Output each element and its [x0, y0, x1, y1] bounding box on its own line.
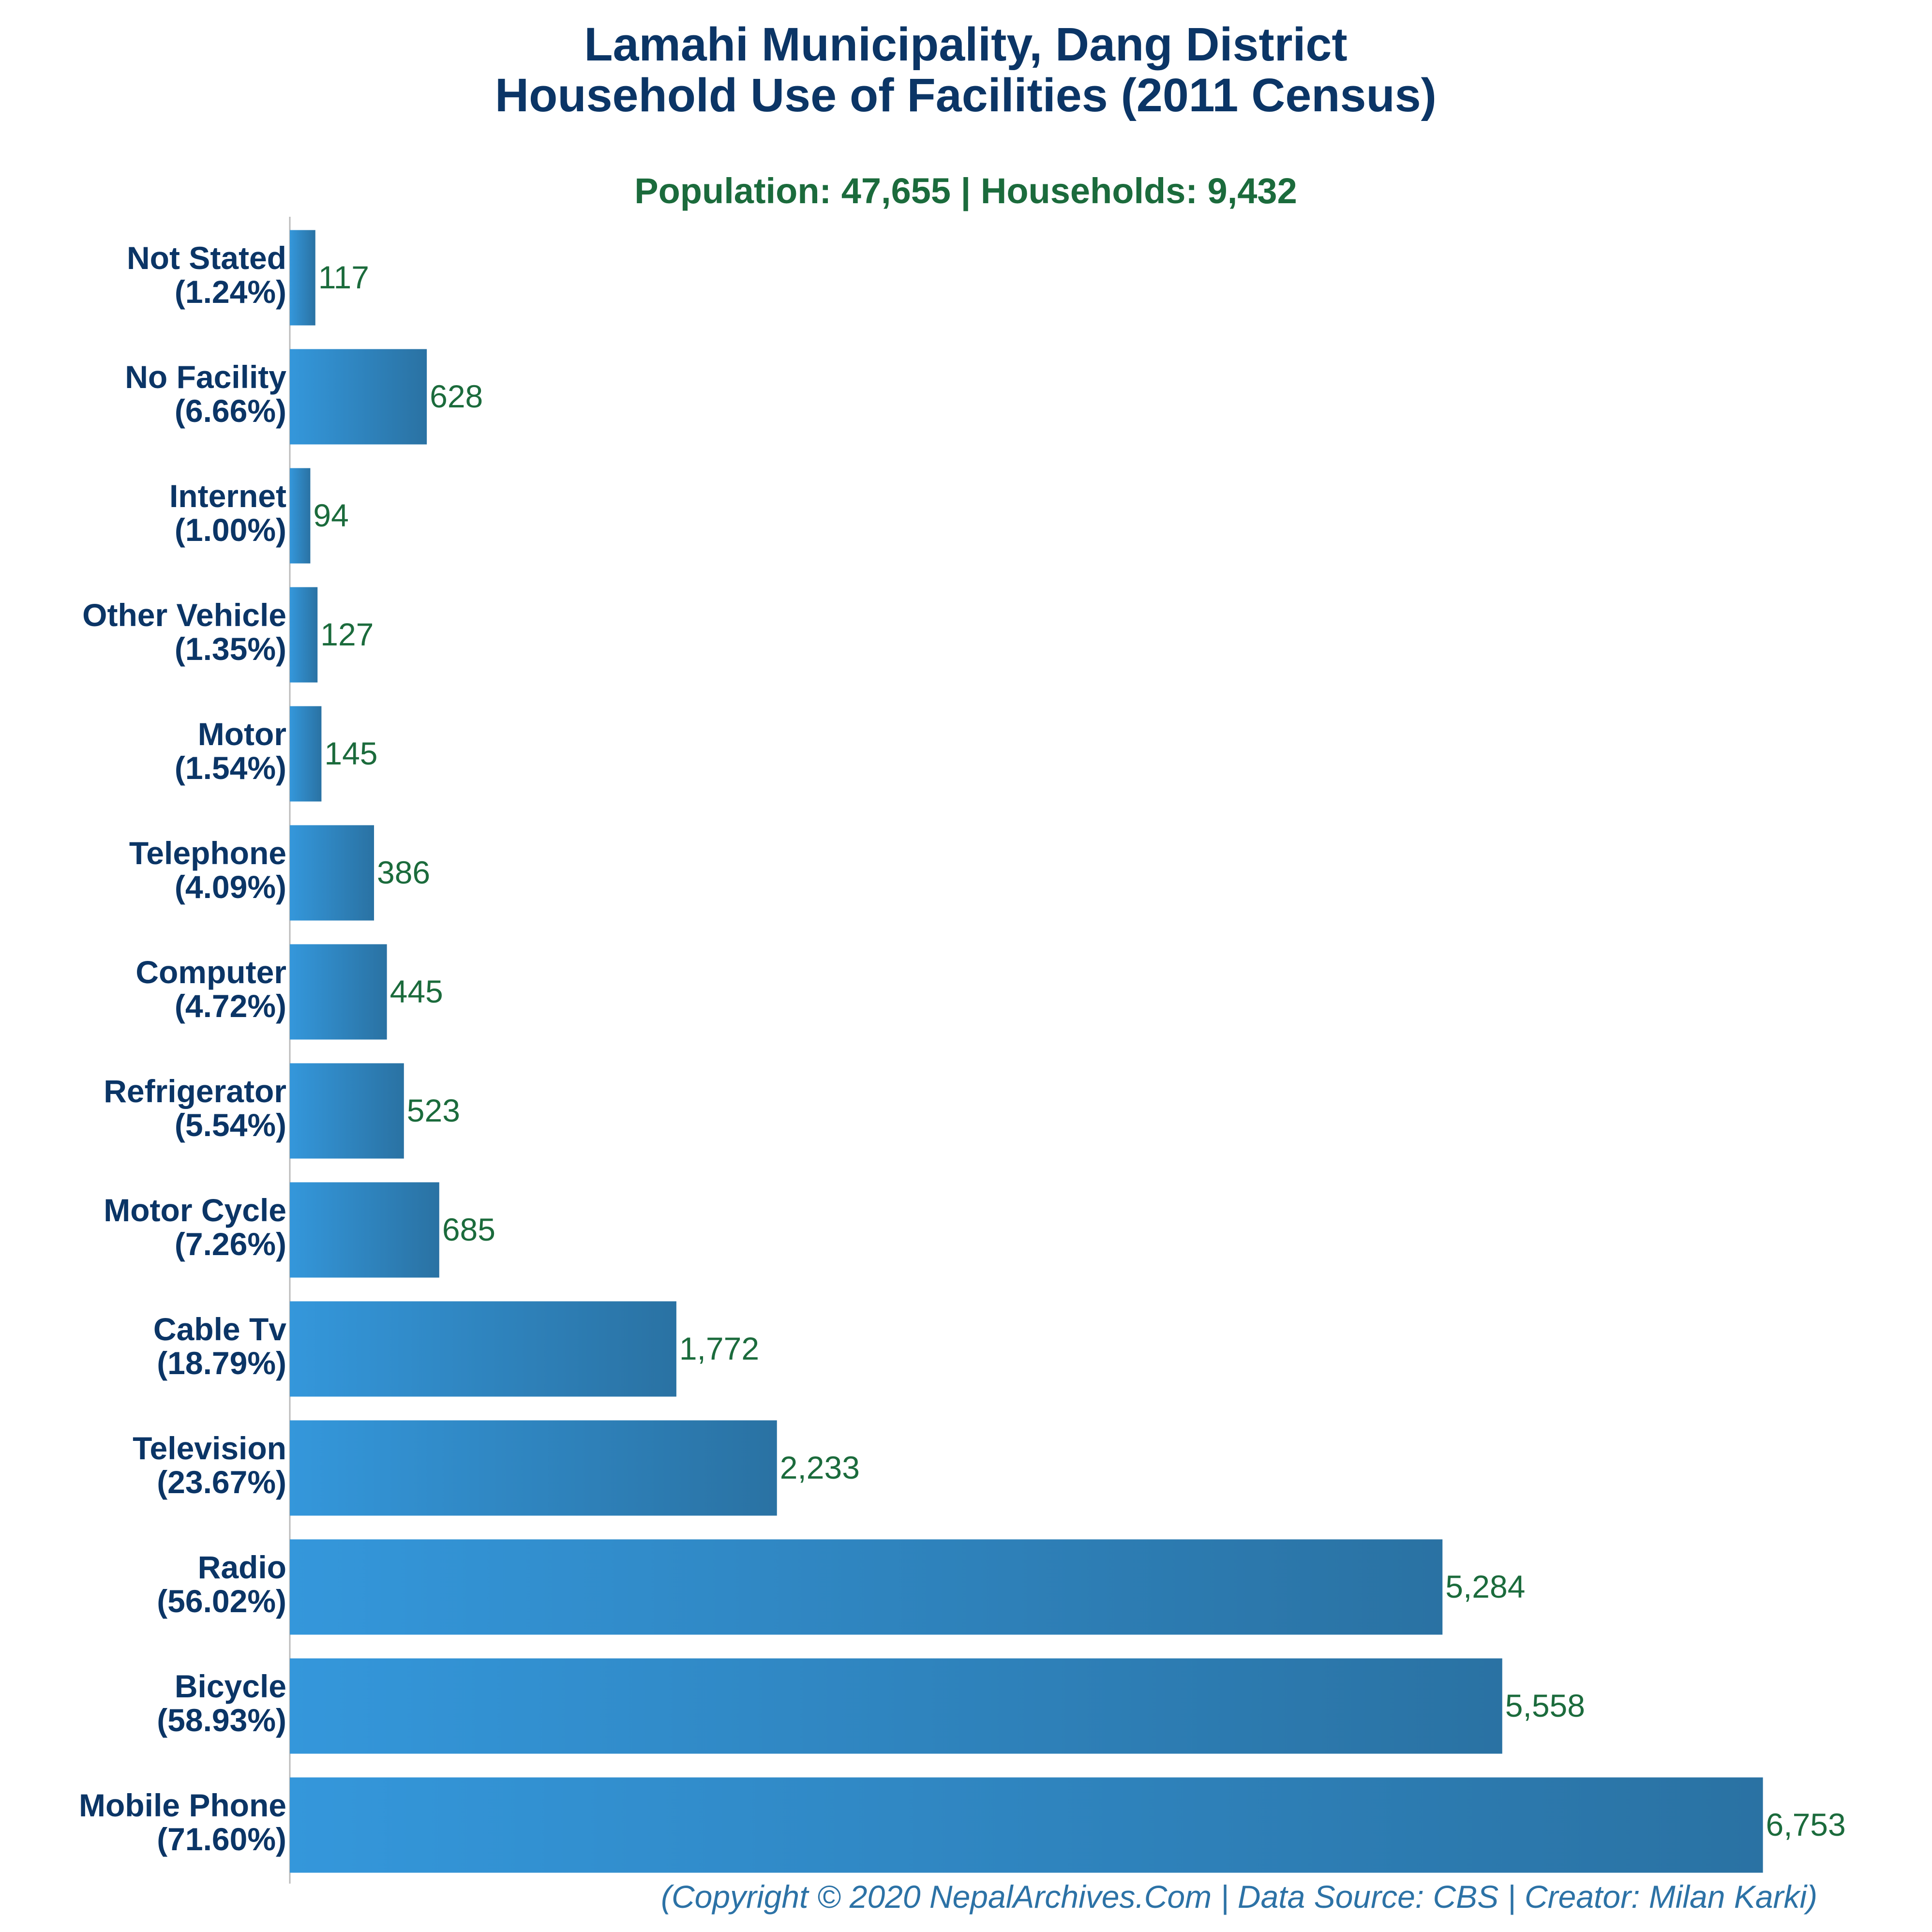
category-label-computer: Computer: [135, 954, 286, 990]
category-label-refrigerator: Refrigerator: [104, 1073, 286, 1109]
value-label-not-stated: 117: [318, 259, 369, 295]
percent-label-bicycle: (58.93%): [157, 1702, 286, 1738]
category-label-internet: Internet: [169, 478, 286, 514]
value-label-telephone: 386: [377, 854, 430, 890]
percent-label-not-stated: (1.24%): [175, 274, 286, 310]
value-label-motor: 145: [324, 735, 377, 771]
value-label-bicycle: 5,558: [1505, 1688, 1585, 1723]
percent-label-no-facility: (6.66%): [175, 393, 286, 429]
value-label-cable-tv: 1,772: [679, 1331, 759, 1366]
chart-title-line-1: Lamahi Municipality, Dang District: [584, 18, 1347, 71]
category-label-mobile-phone: Mobile Phone: [79, 1787, 286, 1823]
bar-no-facility: [290, 349, 427, 445]
value-label-motor-cycle: 685: [442, 1212, 495, 1247]
bar-not-stated: [290, 230, 315, 326]
bar-internet: [290, 468, 311, 564]
chart-subtitle: Population: 47,655 | Households: 9,432: [634, 171, 1297, 211]
percent-label-telephone: (4.09%): [175, 869, 286, 905]
bar-television: [290, 1420, 777, 1516]
bar-other-vehicle: [290, 587, 318, 683]
percent-label-other-vehicle: (1.35%): [175, 631, 286, 667]
value-label-no-facility: 628: [430, 378, 483, 414]
value-label-other-vehicle: 127: [320, 616, 374, 652]
chart-footer-credit: (Copyright © 2020 NepalArchives.Com | Da…: [661, 1879, 1817, 1916]
bars-layer: [290, 230, 1763, 1873]
value-label-computer: 445: [390, 973, 443, 1009]
percent-label-motor: (1.54%): [175, 750, 286, 786]
category-label-other-vehicle: Other Vehicle: [82, 597, 286, 633]
percent-label-refrigerator: (5.54%): [175, 1107, 286, 1143]
category-label-bicycle: Bicycle: [175, 1668, 286, 1704]
category-label-cable-tv: Cable Tv: [153, 1311, 286, 1347]
bar-refrigerator: [290, 1063, 404, 1159]
bar-mobile-phone: [290, 1777, 1763, 1873]
value-labels: 117 628 94 127 145 386 445 523 685 1,772 2,233 5,28…: [313, 259, 1845, 1842]
category-labels: Not Stated(1.24%) No Facility(6.66%) Inter…: [79, 240, 286, 1857]
category-label-no-facility: No Facility: [125, 359, 286, 395]
value-label-radio: 5,284: [1445, 1569, 1525, 1604]
percent-label-internet: (1.00%): [175, 512, 286, 548]
bar-motor: [290, 706, 322, 802]
value-label-refrigerator: 523: [407, 1093, 460, 1128]
percent-label-mobile-phone: (71.60%): [157, 1821, 286, 1857]
bar-telephone: [290, 825, 374, 921]
category-label-motor: Motor: [198, 716, 286, 752]
percent-label-computer: (4.72%): [175, 988, 286, 1024]
category-label-telephone: Telephone: [129, 835, 286, 871]
percent-label-television: (23.67%): [157, 1464, 286, 1500]
chart-title-line-2: Household Use of Facilities (2011 Census…: [495, 69, 1437, 121]
category-label-radio: Radio: [198, 1549, 286, 1585]
category-label-television: Television: [133, 1430, 286, 1466]
bar-computer: [290, 944, 387, 1040]
value-label-internet: 94: [313, 497, 348, 533]
bar-radio: [290, 1539, 1443, 1635]
value-label-mobile-phone: 6,753: [1766, 1807, 1846, 1842]
bar-cable-tv: [290, 1301, 676, 1397]
bar-motor-cycle: [290, 1182, 439, 1278]
category-label-not-stated: Not Stated: [127, 240, 286, 276]
category-label-motor-cycle: Motor Cycle: [104, 1192, 286, 1228]
bar-bicycle: [290, 1658, 1502, 1754]
percent-label-motor-cycle: (7.26%): [175, 1226, 286, 1262]
value-label-television: 2,233: [780, 1450, 860, 1485]
percent-label-radio: (56.02%): [157, 1583, 286, 1619]
percent-label-cable-tv: (18.79%): [157, 1345, 286, 1381]
